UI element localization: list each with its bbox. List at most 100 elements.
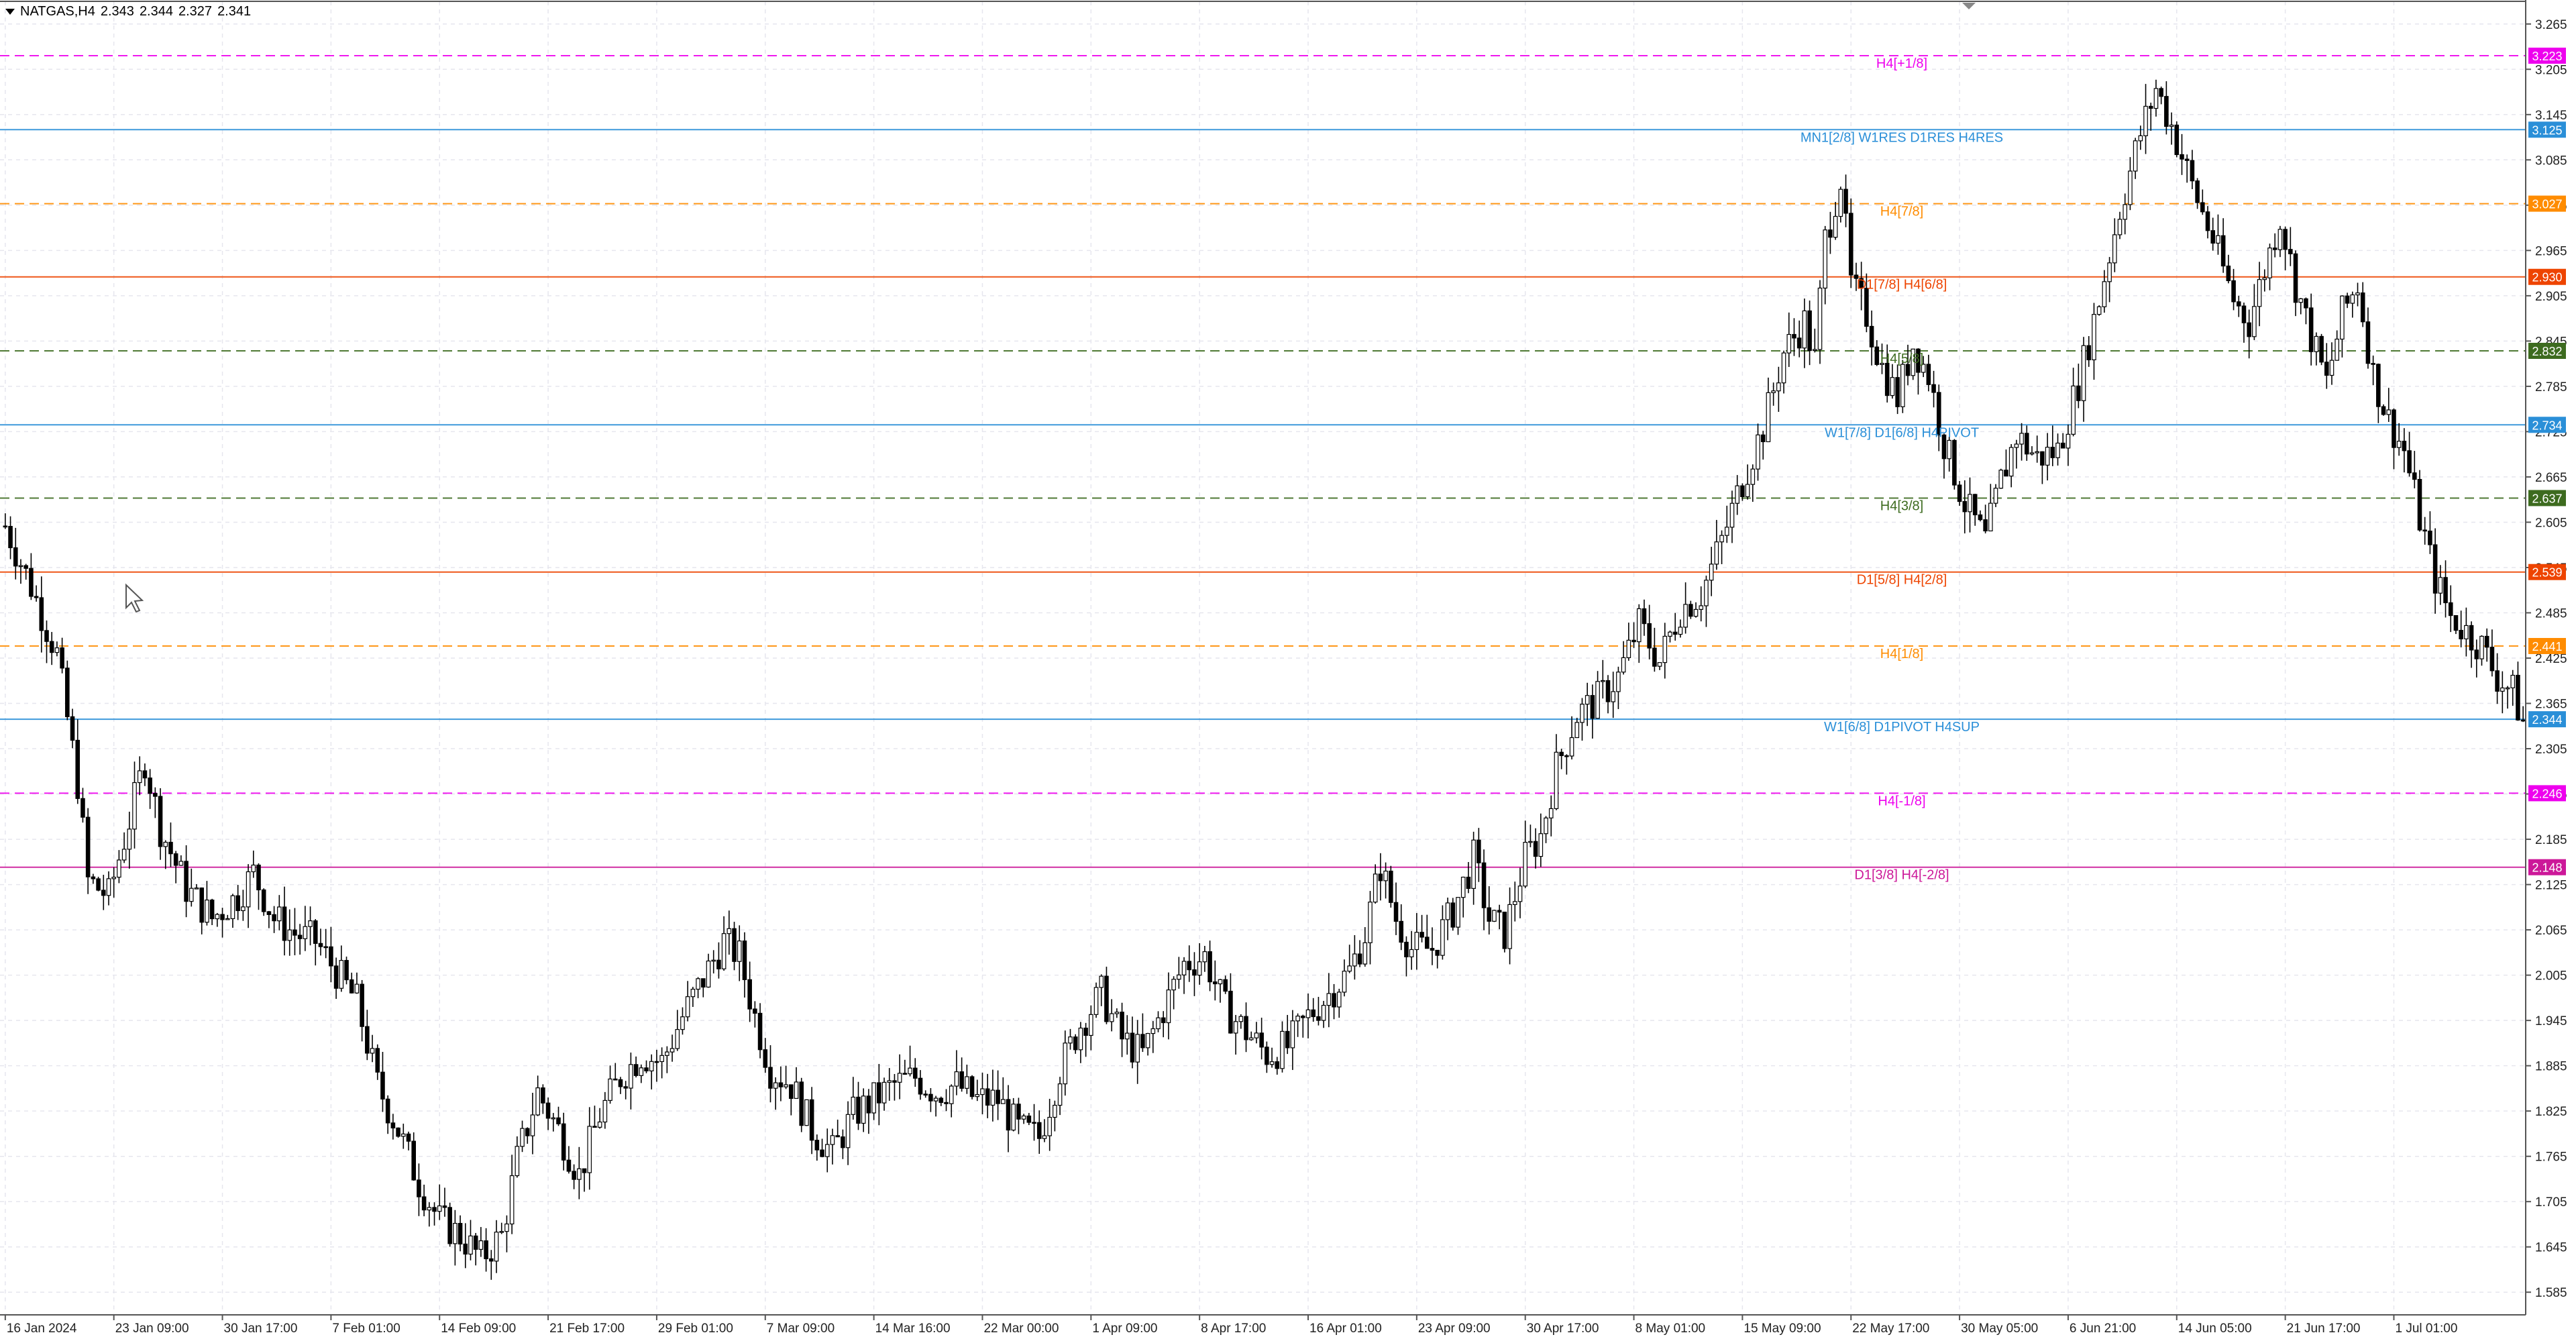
level-price-tag-text: 2.539 <box>2532 566 2562 580</box>
candle-body <box>194 888 199 890</box>
candle-body <box>127 828 132 850</box>
candle-body <box>1998 470 2004 489</box>
candle-body <box>602 1100 608 1123</box>
candle-body <box>282 906 287 941</box>
candle-body <box>1466 876 1471 889</box>
candle-body <box>1838 189 1843 217</box>
candle-body <box>489 1258 494 1262</box>
candle-body <box>473 1235 478 1250</box>
candle-body <box>732 928 737 962</box>
candle-body <box>1611 691 1616 702</box>
candle-body <box>34 596 39 598</box>
candle-body <box>344 960 349 981</box>
candle-body <box>2428 531 2432 545</box>
candle-body <box>1378 873 1383 881</box>
candle-body <box>778 1082 784 1087</box>
candle-body <box>1538 833 1544 857</box>
time-tick-label: 30 Jan 17:00 <box>224 1322 298 1336</box>
candle-body <box>447 1207 452 1244</box>
candle-body <box>551 1117 556 1120</box>
shift-marker-icon[interactable] <box>1962 3 1976 9</box>
candle-body <box>349 979 354 994</box>
price-tick-label: 1.645 <box>2535 1241 2567 1255</box>
candle-body <box>727 928 732 934</box>
candle-body <box>2304 298 2308 309</box>
candle-body <box>2107 262 2112 282</box>
candle-body <box>711 959 716 962</box>
candle-body <box>2247 322 2251 337</box>
level-price-tag <box>2528 48 2566 64</box>
candle-body <box>80 798 85 818</box>
candle-body <box>1895 377 1900 407</box>
candle-body <box>1745 484 1750 498</box>
candle-body <box>2314 335 2319 352</box>
candle-body <box>1735 485 1739 504</box>
candle-body <box>1399 920 1404 943</box>
candle-body <box>1280 1030 1285 1069</box>
candle-body <box>892 1080 897 1083</box>
time-tick-label: 15 May 09:00 <box>1743 1322 1821 1336</box>
candle-body <box>1699 605 1704 610</box>
candle-body <box>2438 577 2443 594</box>
candle-body <box>938 1097 944 1104</box>
candle-body <box>117 859 121 878</box>
candle-body <box>417 1179 421 1197</box>
candle-body <box>985 1088 990 1106</box>
candle-body <box>866 1095 871 1114</box>
candle-body <box>323 946 328 949</box>
candle-body <box>644 1067 649 1071</box>
candle-body <box>2272 248 2277 250</box>
candle-body <box>121 849 127 861</box>
time-tick-label: 21 Feb 17:00 <box>549 1322 625 1336</box>
candle-body <box>1130 1032 1135 1063</box>
symbol-header: NATGAS,H4 2.343 2.344 2.327 2.341 <box>5 4 256 19</box>
candle-body <box>2495 670 2500 692</box>
candle-body <box>2319 335 2324 363</box>
candle-body <box>2516 675 2520 720</box>
candle-body <box>2060 442 2065 449</box>
candle-body <box>2205 211 2210 231</box>
candle-body <box>2220 235 2226 267</box>
candle-body <box>530 1114 535 1136</box>
candle-body <box>2153 88 2159 109</box>
candle-body <box>2133 140 2138 172</box>
candle-body <box>1905 364 1911 376</box>
candle-body <box>209 900 215 920</box>
candle-body <box>1585 695 1590 705</box>
level-label: D1[7/8] H4[6/8] <box>1857 278 1947 292</box>
candle-body <box>2184 158 2190 161</box>
level-price-tag-text: 2.832 <box>2532 345 2562 358</box>
candle-body <box>1657 662 1662 667</box>
candle-body <box>1828 229 1833 238</box>
candle-body <box>1150 1028 1156 1034</box>
candle-body <box>2040 451 2045 466</box>
candle-body <box>303 926 308 939</box>
candle-body <box>2386 409 2392 415</box>
candle-body <box>912 1067 918 1079</box>
candle-body <box>1807 310 1812 352</box>
candle-body <box>2355 292 2360 296</box>
candle-body <box>1032 1122 1036 1124</box>
candle-body <box>1006 1099 1011 1131</box>
candle-body <box>272 914 276 922</box>
candle-body <box>1900 364 1905 407</box>
candle-body <box>747 979 752 1010</box>
candle-body <box>49 641 54 653</box>
candle-body <box>1884 362 1890 396</box>
candle-body <box>2024 433 2029 455</box>
candle-body <box>2262 277 2267 280</box>
candle-body <box>2210 230 2216 244</box>
candle-body <box>633 1064 639 1076</box>
dropdown-triangle-icon[interactable] <box>5 9 15 15</box>
candle-body <box>2257 279 2262 307</box>
candle-body <box>794 1081 799 1099</box>
candle-body <box>385 1098 390 1124</box>
candle-body <box>148 778 152 794</box>
candle-body <box>1626 639 1631 658</box>
candle-body <box>2371 363 2375 365</box>
candle-body <box>1316 1016 1321 1021</box>
candle-body <box>65 667 70 717</box>
candle-body <box>1197 961 1202 976</box>
